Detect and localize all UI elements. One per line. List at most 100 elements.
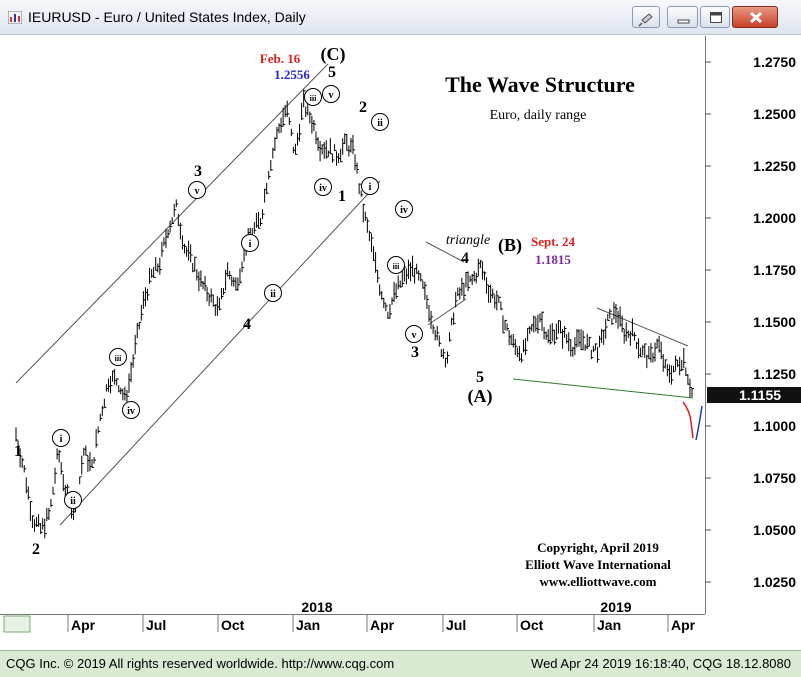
- wave-label-1-minor: 1: [338, 188, 346, 205]
- title-bar: IEURUSD - Euro / United States Index, Da…: [0, 0, 801, 35]
- svg-text:iii: iii: [115, 354, 122, 363]
- circled-wave-label: iv: [395, 200, 413, 218]
- wave-label-3: 3: [194, 163, 202, 180]
- x-tick-label: Apr: [71, 617, 96, 633]
- wave-label-b: (B): [498, 235, 522, 256]
- svg-text:ii: ii: [270, 289, 276, 300]
- chart-plot: 1.2750 1.2500 1.2250 1.2000 1.1750 1.1500 1.12…: [0, 36, 801, 650]
- circled-wave-label: ii: [371, 113, 389, 131]
- y-tick-label: 1.1000: [753, 418, 796, 434]
- y-tick-label: 1.0750: [753, 470, 796, 486]
- close-button[interactable]: [732, 6, 778, 28]
- svg-text:i: i: [249, 239, 252, 250]
- y-tick-label: 1.2000: [753, 210, 796, 226]
- triangle-label: triangle: [446, 233, 490, 248]
- y-tick-label: 1.2500: [753, 106, 796, 122]
- minimize-button[interactable]: [667, 6, 698, 28]
- minimize-icon: [677, 19, 690, 24]
- wedge-lower-line: [512, 378, 694, 399]
- wave-label-c: (C): [321, 44, 346, 65]
- chart-title: The Wave Structure: [445, 72, 635, 97]
- price-axis-area: [705, 36, 801, 614]
- chart-subtitle: Euro, daily range: [490, 108, 587, 123]
- footer-timestamp: Wed Apr 24 2019 16:18:40, CQG 18.12.8080: [531, 656, 791, 671]
- x-tick-label: Apr: [370, 617, 395, 633]
- projection-red-path: [682, 401, 694, 439]
- y-tick-label: 1.1750: [753, 262, 796, 278]
- wedge-upper-line: [596, 307, 689, 347]
- svg-text:i: i: [369, 182, 372, 193]
- svg-text:v: v: [412, 330, 417, 341]
- peak-price-label: 1.2556: [274, 67, 310, 82]
- copyright-line-2: Elliott Wave International: [525, 557, 671, 572]
- year-label-2018: 2018: [301, 599, 332, 615]
- svg-text:iii: iii: [310, 94, 317, 103]
- circled-wave-label: iv: [314, 178, 332, 196]
- last-price-tag: 1.1155: [707, 387, 801, 403]
- svg-text:ii: ii: [70, 496, 76, 507]
- y-tick-label: 1.2250: [753, 158, 796, 174]
- plot-area: [0, 36, 705, 614]
- footer-copyright: CQG Inc. © 2019 All rights reserved worl…: [6, 656, 395, 671]
- circled-wave-label: i: [361, 177, 379, 195]
- y-tick-label: 1.1250: [753, 366, 796, 382]
- wave-label-1: 1: [14, 443, 22, 460]
- maximize-icon: [710, 12, 722, 23]
- projection-blue-path: [695, 405, 703, 441]
- pin-icon: [638, 13, 653, 27]
- maximize-button[interactable]: [700, 6, 730, 28]
- x-tick-label: Oct: [221, 617, 245, 633]
- circled-wave-label: v: [188, 181, 206, 199]
- copyright-line-1: Copyright, April 2019: [537, 540, 659, 555]
- last-price-label: 1.1155: [739, 387, 781, 403]
- svg-text:iv: iv: [400, 205, 408, 216]
- wave-label-5-minor: 5: [476, 369, 484, 386]
- x-tick-label: Jul: [446, 617, 466, 633]
- x-tick-label: Jan: [296, 617, 320, 633]
- circled-wave-label: iii: [109, 348, 127, 366]
- copyright-line-3: www.elliottwave.com: [540, 574, 657, 589]
- svg-text:iii: iii: [393, 262, 400, 271]
- svg-text:i: i: [60, 434, 63, 445]
- svg-text:ii: ii: [377, 118, 383, 129]
- wave-label-a: (A): [468, 386, 493, 407]
- wave-label-4: 4: [243, 316, 251, 333]
- circled-wave-label: i: [241, 234, 259, 252]
- circled-wave-label: ii: [64, 491, 82, 509]
- wave-label-2: 2: [32, 541, 40, 558]
- close-icon: [749, 11, 763, 24]
- x-tick-label: Jul: [146, 617, 166, 633]
- x-tick-label: Apr: [671, 617, 696, 633]
- wave-label-2-minor: 2: [359, 99, 367, 116]
- cqg-chart-icon: [8, 11, 22, 24]
- wave-label-3-minor: 3: [411, 344, 419, 361]
- y-tick-label: 1.1500: [753, 314, 796, 330]
- y-tick-label: 1.2750: [753, 54, 796, 70]
- window-title: IEURUSD - Euro / United States Index, Da…: [28, 9, 306, 25]
- circled-wave-label: i: [52, 429, 70, 447]
- x-tick-label: Oct: [520, 617, 544, 633]
- peak-date-label: Feb. 16: [260, 51, 301, 66]
- y-tick-label: 1.0250: [753, 574, 796, 590]
- wave-label-4-minor: 4: [461, 250, 469, 267]
- svg-text:iv: iv: [127, 406, 135, 417]
- circled-wave-label: v: [405, 325, 423, 343]
- status-footer: CQG Inc. © 2019 All rights reserved worl…: [0, 650, 801, 677]
- y-tick-label: 1.0500: [753, 522, 796, 538]
- circled-wave-label: ii: [264, 284, 282, 302]
- circled-wave-label: iii: [304, 88, 322, 106]
- svg-text:v: v: [195, 186, 200, 197]
- circled-wave-label: v: [322, 85, 340, 103]
- time-scroll-box[interactable]: [3, 615, 31, 633]
- circled-wave-label: iv: [122, 401, 140, 419]
- year-label-2019: 2019: [600, 599, 631, 615]
- wave-label-5-top: 5: [328, 64, 336, 81]
- svg-text:iv: iv: [319, 183, 327, 194]
- pin-button[interactable]: [632, 6, 660, 28]
- circled-wave-label: iii: [387, 256, 405, 274]
- b-price-label: 1.1815: [535, 252, 571, 267]
- channel-lower-line: [59, 180, 381, 526]
- triangle-upper-line: [425, 241, 465, 263]
- triangle-lower-line: [427, 298, 467, 326]
